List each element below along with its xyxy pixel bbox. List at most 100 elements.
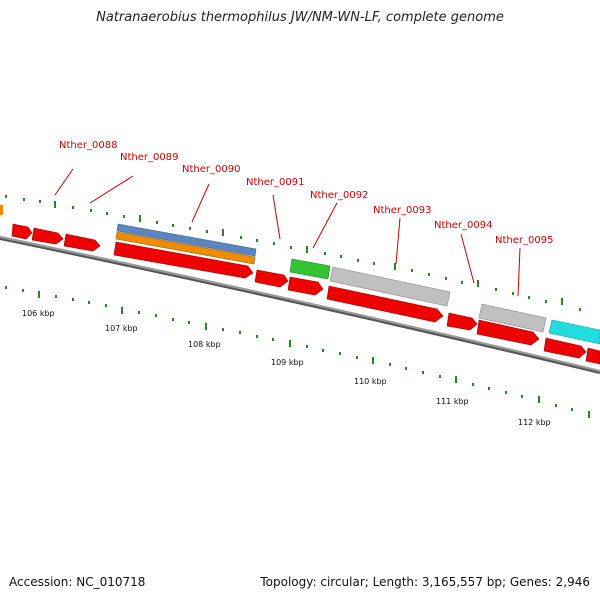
tick (555, 404, 557, 407)
gene-label-nther-0091[interactable]: Nther_0091 (246, 177, 304, 188)
tick (372, 357, 374, 364)
tick (339, 352, 341, 355)
tick (121, 307, 123, 314)
tick (561, 298, 563, 305)
tick (579, 308, 581, 311)
tick (256, 335, 258, 338)
inner-ticks (5, 286, 590, 418)
tick (389, 363, 391, 366)
tick (155, 314, 157, 317)
leader-line (312, 202, 338, 249)
tick (357, 259, 359, 262)
cds-arrow (585, 347, 600, 365)
tick (23, 198, 25, 201)
leader-line (54, 168, 74, 196)
tick (289, 340, 291, 347)
cds-arrow (63, 233, 101, 252)
leader-line (395, 217, 401, 265)
leader-line (191, 183, 210, 223)
cds-arrows (11, 223, 600, 365)
tick (38, 291, 40, 298)
tick (72, 298, 74, 301)
accession-label: Accession: NC_010718 (9, 575, 146, 589)
gene-label-nther-0093[interactable]: Nther_0093 (373, 205, 431, 216)
green-feature (289, 258, 331, 280)
kbp-label-109: 109 kbp (271, 358, 304, 367)
cds-arrow (476, 319, 540, 346)
cds-arrow (254, 269, 289, 288)
leader-line (517, 247, 521, 297)
tick (545, 300, 547, 303)
tick (324, 252, 326, 255)
grey-feature (329, 266, 451, 307)
tick (90, 209, 92, 212)
leader-line (460, 233, 475, 284)
cds-arrow (287, 276, 324, 296)
gene-label-nther-0088[interactable]: Nther_0088 (59, 140, 117, 151)
tick (306, 345, 308, 348)
tick (528, 296, 530, 299)
tick (428, 273, 430, 276)
tick (488, 387, 490, 390)
tick (322, 349, 324, 352)
cds-arrow (543, 337, 587, 359)
cds-arrow (446, 312, 478, 331)
feature-bars (115, 223, 600, 345)
grey-feature-2 (478, 303, 547, 333)
gene-label-nther-0094[interactable]: Nther_0094 (434, 220, 492, 231)
tick (205, 323, 207, 330)
tick (54, 201, 56, 208)
tick (139, 215, 141, 222)
tick (55, 295, 57, 298)
tick (273, 242, 275, 245)
kbp-labels: 106 kbp 107 kbp 108 kbp 109 kbp 110 kbp … (22, 309, 551, 427)
tick (455, 376, 457, 383)
tick (105, 304, 107, 307)
tick (138, 311, 140, 314)
orange-feature-edge (0, 205, 3, 215)
tick (222, 229, 224, 236)
tick (22, 289, 24, 292)
tick (206, 230, 208, 233)
tick (477, 280, 479, 287)
gene-label-nther-0090[interactable]: Nther_0090 (182, 164, 240, 175)
tick (222, 328, 224, 331)
tick (373, 262, 375, 265)
tick (189, 227, 191, 230)
cds-arrow (326, 285, 444, 323)
cds-arrow (11, 223, 33, 240)
tick (188, 321, 190, 324)
blue-feature (116, 223, 257, 257)
genome-summary: Topology: circular; Length: 3,165,557 bp… (260, 575, 590, 589)
tick (106, 212, 108, 215)
gene-labels: Nther_0088 Nther_0089 Nther_0090 Nther_0… (59, 140, 553, 246)
gene-label-nther-0092[interactable]: Nther_0092 (310, 190, 368, 201)
cds-arrow (113, 241, 254, 279)
tick (571, 408, 573, 411)
tick (405, 367, 407, 370)
backbone (0, 236, 600, 374)
kbp-label-112: 112 kbp (518, 418, 551, 427)
map-title: Natranaerobius thermophilus JW/NM-WN-LF,… (96, 10, 504, 25)
gene-label-nther-0089[interactable]: Nther_0089 (120, 152, 178, 163)
tick (290, 246, 292, 249)
cds-arrow (31, 227, 64, 245)
tick (272, 338, 274, 341)
tick (239, 331, 241, 334)
tick (472, 383, 474, 386)
tick (123, 215, 125, 218)
tick (156, 221, 158, 224)
gene-label-nther-0095[interactable]: Nther_0095 (495, 235, 553, 246)
kbp-label-107: 107 kbp (105, 324, 138, 333)
tick (505, 391, 507, 394)
tick (306, 246, 308, 253)
tick (340, 255, 342, 258)
tick (521, 395, 523, 398)
tick (39, 200, 41, 203)
tick (5, 286, 7, 289)
tick (5, 195, 7, 198)
kbp-label-106: 106 kbp (22, 309, 55, 318)
leader-line (89, 175, 134, 204)
leader-line (272, 194, 281, 240)
